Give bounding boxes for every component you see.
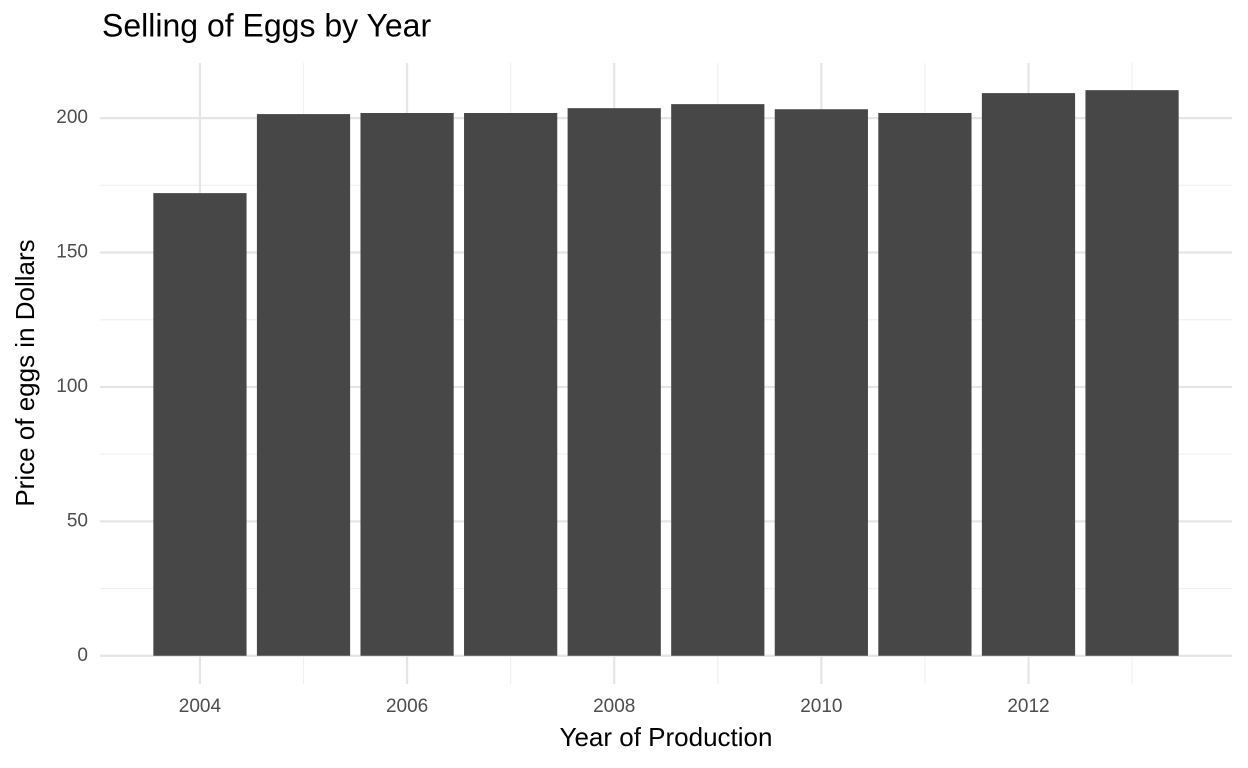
x-tick-label: 2008: [593, 696, 635, 717]
y-axis-label: Price of eggs in Dollars: [10, 239, 40, 506]
bar: [1085, 90, 1179, 656]
chart-title: Selling of Eggs by Year: [102, 7, 431, 43]
bar: [671, 104, 765, 656]
bar: [153, 193, 247, 656]
y-tick-label: 0: [77, 645, 88, 666]
y-tick-label: 150: [56, 242, 88, 263]
x-tick-label: 2004: [179, 696, 222, 717]
bar: [567, 108, 661, 656]
bar: [878, 113, 972, 656]
x-tick-label: 2010: [800, 696, 842, 717]
y-tick-label: 100: [56, 376, 88, 397]
bar: [360, 113, 454, 656]
bar: [464, 113, 558, 656]
x-axis-label: Year of Production: [560, 722, 773, 752]
bar: [256, 114, 351, 656]
y-tick-label: 200: [56, 107, 88, 128]
x-tick-label: 2006: [386, 696, 428, 717]
x-tick-label: 2012: [1007, 696, 1049, 717]
y-tick-label: 50: [67, 510, 88, 531]
bar: [774, 109, 868, 656]
bar: [981, 93, 1076, 656]
